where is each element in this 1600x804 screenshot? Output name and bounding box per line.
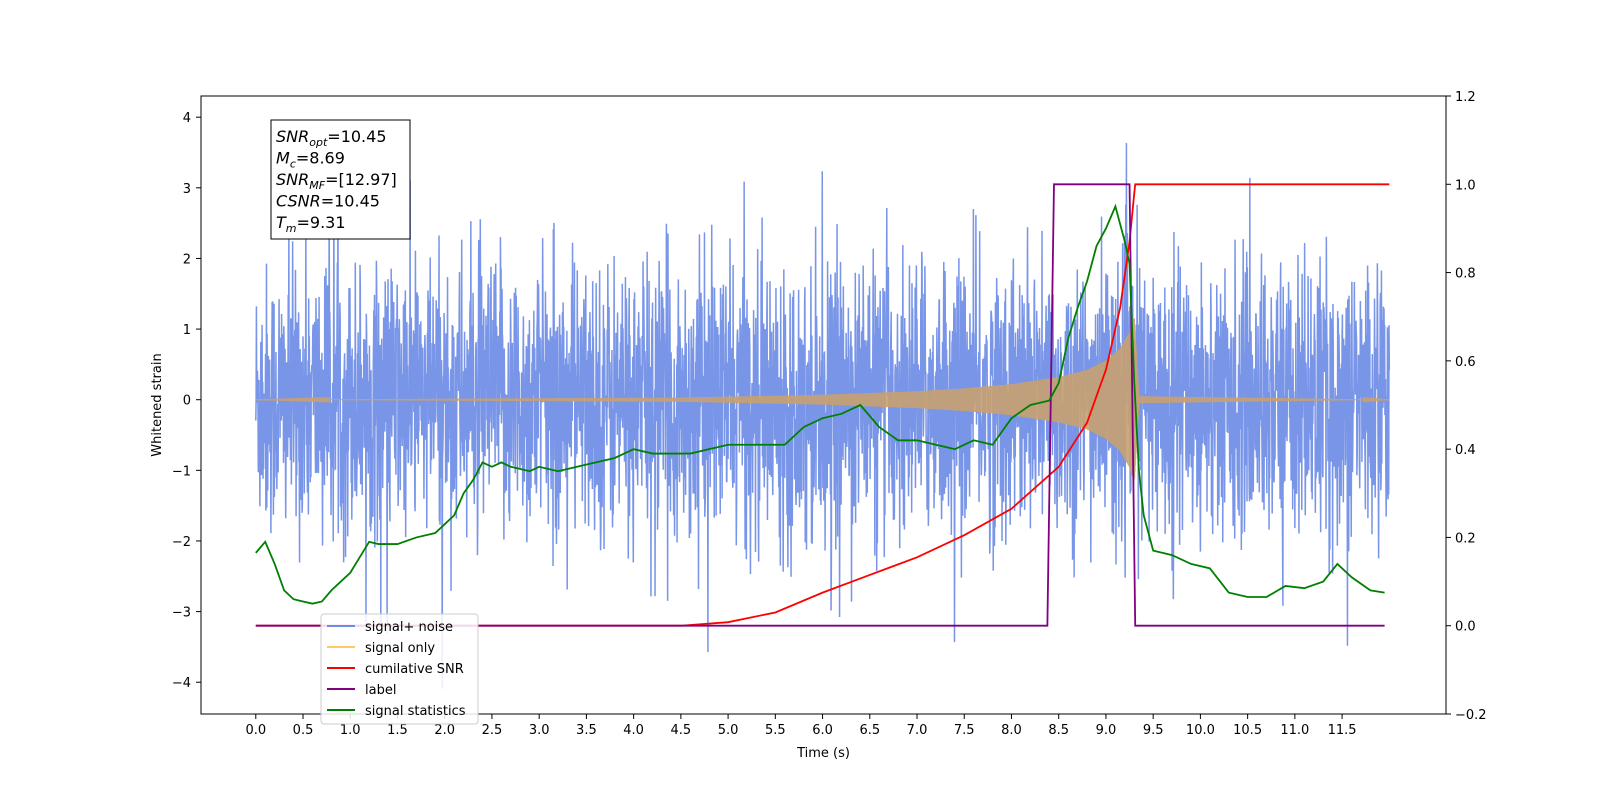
y-tick-label: 0: [183, 394, 191, 409]
y-tick-label: 1: [183, 323, 191, 338]
series-signal-only-line: [255, 318, 1390, 481]
plot-frame: [200, 95, 1447, 715]
y2-tick-label: 0.0: [1455, 620, 1476, 635]
x-tick-label: 1.0: [340, 723, 361, 738]
legend-frame: [320, 613, 479, 725]
y-tick-label: 3: [183, 182, 191, 197]
y-tick-label: −1: [172, 464, 191, 479]
legend-item-label: cumilative SNR: [365, 662, 464, 677]
x-tick-label: 5.5: [765, 723, 786, 738]
x-tick-label: 8.5: [1048, 723, 1069, 738]
annotation-frame: [270, 119, 411, 240]
x-tick-label: 0.0: [245, 723, 266, 738]
annotation-line: Mc=8.69: [276, 149, 345, 171]
x-tick-label: 4.5: [671, 723, 692, 738]
y2-tick-label: 1.0: [1455, 178, 1476, 193]
series-signal-statistics-line: [255, 203, 1385, 605]
y-tick-label: 4: [183, 111, 191, 126]
x-tick-label: 0.5: [293, 723, 314, 738]
x-tick-label: 6.0: [812, 723, 833, 738]
x-tick-label: 11.0: [1280, 723, 1309, 738]
y2-tick-label: 0.6: [1455, 355, 1476, 370]
x-tick-label: 4.0: [623, 723, 644, 738]
x-tick-label: 2.5: [482, 723, 503, 738]
x-tick-label: 2.0: [434, 723, 455, 738]
legend-item-label: signal statistics: [365, 704, 466, 719]
x-tick-label: 9.0: [1096, 723, 1117, 738]
x-tick-label: 1.5: [387, 723, 408, 738]
y2-tick-label: 0.8: [1455, 267, 1476, 282]
legend-item-label: signal+ noise: [365, 620, 453, 635]
x-tick-label: 7.0: [907, 723, 928, 738]
x-tick-label: 3.0: [529, 723, 550, 738]
x-tick-label: 7.5: [954, 723, 975, 738]
y2-tick-label: 0.2: [1455, 531, 1476, 546]
x-tick-label: 10.0: [1186, 723, 1215, 738]
legend: signal+ noise signal only cumilative SNR la…: [320, 613, 479, 725]
y-tick-label: −3: [172, 606, 191, 621]
y2-tick-label: −0.2: [1455, 708, 1487, 723]
legend-item-label: signal only: [365, 641, 435, 656]
x-tick-label: 10.5: [1233, 723, 1262, 738]
plot-area: [255, 143, 1391, 689]
x-tick-label: 8.0: [1001, 723, 1022, 738]
annotation-line: SNRMF=[12.97]: [276, 170, 397, 192]
y-tick-label: 2: [183, 252, 191, 267]
x-tick-label: 5.0: [718, 723, 739, 738]
x-tick-label: 6.5: [859, 723, 880, 738]
x-axis-label: Time (s): [796, 746, 850, 761]
y2-tick-label: 0.4: [1455, 443, 1476, 458]
y2-tick-label: 1.2: [1455, 90, 1476, 105]
annotation-line: CSNR=10.45: [276, 192, 380, 211]
series-cumulative-snr-line: [255, 183, 1390, 627]
y-axis-label: Whitened strain: [150, 353, 165, 456]
x-tick-label: 11.5: [1328, 723, 1357, 738]
stats-annotation-box: SNRopt=10.45Mc=8.69SNRMF=[12.97]CSNR=10.…: [270, 119, 411, 240]
annotation-line: SNRopt=10.45: [276, 127, 387, 149]
y-tick-label: −2: [172, 535, 191, 550]
series-signal-noise-line: [255, 143, 1391, 689]
x-tick-label: 9.5: [1143, 723, 1164, 738]
legend-item-label: label: [365, 683, 396, 698]
annotation-line: Tm=9.31: [276, 213, 346, 235]
x-tick-label: 3.5: [576, 723, 597, 738]
series-label-line: [255, 183, 1385, 627]
y-tick-label: −4: [172, 676, 191, 691]
